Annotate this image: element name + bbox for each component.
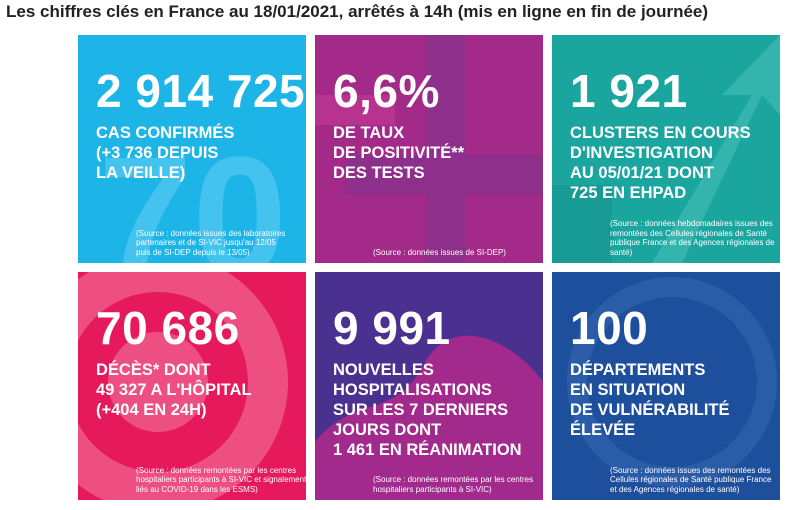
source-line: (Source : données remontées par les cent…	[373, 475, 534, 484]
source-line: liés au COVID-19 dans les ESMS)	[136, 484, 258, 494]
tile: 100 DÉPARTEMENTS EN SITUATION DE VULNÉRABIL…	[552, 272, 780, 500]
description-line: SUR LES 7 DERNIERS	[333, 401, 509, 419]
description-line: DÉPARTEMENTS	[570, 361, 706, 379]
description-line: 49 327 A L'HÔPITAL	[96, 381, 252, 399]
description-line: DE TAUX	[333, 124, 405, 142]
description-line: AU 05/01/21 DONT	[570, 164, 714, 182]
tile-content: 2 914 725 CAS CONFIRMÉS (+3 736 DEPUIS LA V…	[78, 35, 306, 263]
tile: 70 686 DÉCÈS* DONT 49 327 A L'HÔPITAL (+404…	[78, 272, 306, 500]
tile-content: 6,6% DE TAUX DE POSITIVITÉ** DES TESTS (Sour…	[315, 35, 543, 263]
source-line: (Source : données issues de SI-DEP)	[373, 247, 506, 257]
key-figure: 9 991	[333, 302, 451, 354]
description: DE TAUX DE POSITIVITÉ** DES TESTS	[333, 123, 533, 183]
source-line: santé)	[610, 247, 633, 257]
description-line: HOSPITALISATIONS	[333, 381, 492, 399]
source: (Source : données remontées par les cent…	[96, 465, 306, 495]
key-figure: 1 921	[570, 65, 688, 117]
source-line: (Source : données hebdomadaires issues d…	[610, 219, 773, 228]
description-line: DES TESTS	[333, 164, 425, 182]
description-line: LA VEILLE)	[96, 164, 186, 182]
description-line: (+404 EN 24H)	[96, 401, 207, 419]
decoration	[567, 277, 777, 487]
source-line: (Source : données remontées par les cent…	[136, 465, 297, 475]
source: (Source : données issues des laboratoire…	[96, 229, 296, 258]
tile-content: 100 DÉPARTEMENTS EN SITUATION DE VULNÉRABIL…	[552, 272, 780, 500]
source-line: (Source : données issues des laboratoire…	[136, 228, 286, 238]
decoration	[315, 35, 543, 263]
description-line: CAS CONFIRMÉS	[96, 124, 235, 142]
source: (Source : données issues de SI-DEP)	[333, 248, 533, 258]
description-line: NOUVELLES	[333, 361, 434, 379]
key-figure: 6,6%	[333, 65, 440, 117]
key-figure: 100	[570, 302, 649, 354]
description-line: DÉCÈS* DONT	[96, 361, 211, 379]
source: (Source : données hebdomadaires issues d…	[570, 219, 775, 257]
description-line: D'INVESTIGATION	[570, 144, 713, 162]
source: (Source : données remontées par les cent…	[333, 475, 533, 494]
tile-content: 1 921 CLUSTERS EN COURS D'INVESTIGATION AU …	[552, 35, 780, 263]
tile: 9 991 NOUVELLES HOSPITALISATIONS SUR LES 7 …	[315, 272, 543, 500]
description: DÉPARTEMENTS EN SITUATION DE VULNÉRABILITÉ…	[570, 360, 770, 440]
tile: 6,6% DE TAUX DE POSITIVITÉ** DES TESTS (Sour…	[315, 35, 543, 263]
tile: 1 921 CLUSTERS EN COURS D'INVESTIGATION AU …	[552, 35, 780, 263]
description-line: 725 EN EHPAD	[570, 184, 687, 202]
source-line: hospitaliers participants à SI-VIC)	[373, 484, 492, 494]
description-line: DE VULNÉRABILITÉ	[570, 401, 730, 419]
source-line: et des Agences régionales de santé)	[610, 484, 740, 494]
description-line: CLUSTERS EN COURS	[570, 124, 751, 142]
description-line: EN SITUATION	[570, 381, 686, 399]
source-line: (Source : données issues des remontées d…	[610, 465, 771, 475]
source-line: puis de SI-DEP depuis le 13/05)	[136, 247, 250, 257]
description: NOUVELLES HOSPITALISATIONS SUR LES 7 DERNI…	[333, 360, 533, 460]
description-line: 1 461 EN RÉANIMATION	[333, 441, 522, 459]
description: DÉCÈS* DONT 49 327 A L'HÔPITAL (+404 EN 24…	[96, 360, 296, 420]
source-line: partenaires et de SI-VIC jusqu'au 12/05	[136, 238, 276, 247]
svg-text:70: 70	[98, 122, 287, 263]
description: CAS CONFIRMÉS (+3 736 DEPUIS LA VEILLE)	[96, 123, 296, 183]
description-line: DE POSITIVITÉ**	[333, 144, 465, 162]
description-line: (+3 736 DEPUIS	[96, 144, 219, 162]
key-figure: 70 686	[96, 302, 240, 354]
decoration	[552, 35, 780, 263]
source-line: remontées des Cellules régionales de San…	[610, 228, 767, 238]
source: (Source : données issues des remontées d…	[570, 465, 772, 495]
description-line: ÉLEVÉE	[570, 421, 636, 439]
page-title: Les chiffres clés en France au 18/01/202…	[6, 2, 709, 21]
tile: 70 2 914 725 CAS CONFIRMÉS (+3 736 DEPUIS L…	[78, 35, 306, 263]
description: CLUSTERS EN COURS D'INVESTIGATION AU 05/01…	[570, 123, 770, 203]
decoration: 70	[98, 122, 287, 263]
description-line: JOURS DONT	[333, 421, 442, 439]
key-figure: 2 914 725	[96, 65, 306, 117]
decoration	[315, 335, 543, 500]
source-line: hospitaliers participants à SI-VIC et si…	[136, 475, 306, 484]
source-line: Cellules régionales de Santé publique Fr…	[610, 475, 772, 484]
tile-content: 70 686 DÉCÈS* DONT 49 327 A L'HÔPITAL (+404…	[78, 272, 306, 500]
decoration	[78, 272, 288, 500]
tile-content: 9 991 NOUVELLES HOSPITALISATIONS SUR LES 7 …	[315, 272, 543, 500]
source-line: publique France et des Agences régionale…	[610, 238, 775, 247]
